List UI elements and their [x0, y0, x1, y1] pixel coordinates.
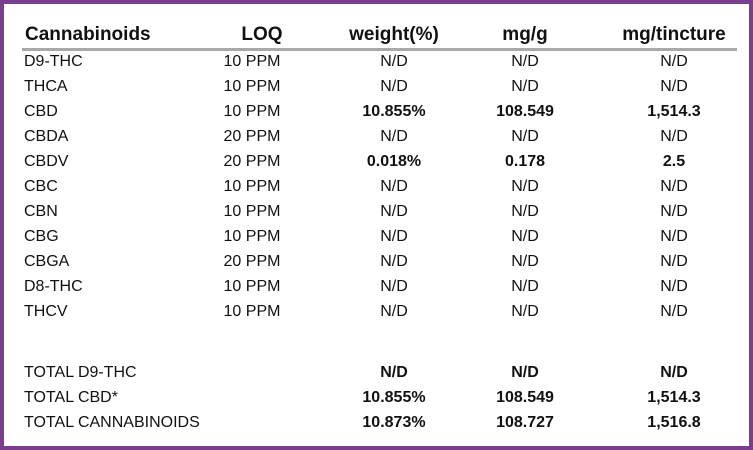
total-mg-per-tincture-value: 1,514.3 — [647, 389, 701, 406]
mg-per-tincture-value: N/D — [660, 203, 688, 220]
cannabinoid-name: CBG — [24, 228, 59, 245]
mg-per-tincture-value: N/D — [660, 53, 688, 70]
weight-value: N/D — [380, 78, 408, 95]
header-weight: weight(%) — [349, 24, 439, 45]
mg-per-g-value: N/D — [511, 53, 539, 70]
weight-value: N/D — [380, 128, 408, 145]
total-label: TOTAL CBD* — [24, 389, 118, 406]
totals-section: TOTAL D9-THC N/D N/D N/D TOTAL CBD* 10.8… — [22, 361, 737, 436]
table-row: THCA 10 PPM N/D N/D N/D — [22, 75, 737, 100]
mg-per-g-value: N/D — [511, 303, 539, 320]
header-mg-per-g: mg/g — [502, 24, 548, 45]
header-loq: LOQ — [241, 24, 283, 45]
cannabinoid-name: CBN — [24, 203, 58, 220]
total-label: TOTAL CANNABINOIDS — [24, 414, 200, 431]
mg-per-tincture-value: N/D — [660, 228, 688, 245]
total-mg-per-g-value: 108.549 — [496, 389, 554, 406]
cannabinoid-name: D8-THC — [24, 278, 83, 295]
table-row: CBD 10 PPM 10.855% 108.549 1,514.3 — [22, 100, 737, 125]
table-row: CBDV 20 PPM 0.018% 0.178 2.5 — [22, 150, 737, 175]
total-mg-per-g-value: 108.727 — [496, 414, 554, 431]
loq-value: 10 PPM — [223, 78, 281, 95]
mg-per-g-value: 108.549 — [496, 103, 554, 120]
cannabinoid-name: THCV — [24, 303, 68, 320]
total-weight-value: 10.873% — [362, 414, 426, 431]
cannabinoid-name: D9-THC — [24, 53, 83, 70]
loq-value: 20 PPM — [223, 128, 281, 145]
loq-value: 10 PPM — [223, 203, 281, 220]
cannabinoid-rows: D9-THC 10 PPM N/D N/D N/D THCA 10 PPM N/… — [22, 50, 737, 325]
cannabinoid-name: CBDA — [24, 128, 69, 145]
weight-value: N/D — [380, 278, 408, 295]
total-row-cannabinoids: TOTAL CANNABINOIDS 10.873% 108.727 1,516… — [22, 411, 737, 436]
loq-value: 10 PPM — [223, 178, 281, 195]
mg-per-g-value: N/D — [511, 78, 539, 95]
mg-per-g-value: N/D — [511, 178, 539, 195]
table-row: CBDA 20 PPM N/D N/D N/D — [22, 125, 737, 150]
total-row-d9-thc: TOTAL D9-THC N/D N/D N/D — [22, 361, 737, 386]
mg-per-tincture-value: N/D — [660, 128, 688, 145]
table-row: CBGA 20 PPM N/D N/D N/D — [22, 250, 737, 275]
mg-per-g-value: N/D — [511, 228, 539, 245]
weight-value: N/D — [380, 203, 408, 220]
mg-per-g-value: 0.178 — [504, 153, 546, 170]
loq-value: 10 PPM — [223, 53, 281, 70]
weight-value: N/D — [380, 178, 408, 195]
total-row-cbd: TOTAL CBD* 10.855% 108.549 1,514.3 — [22, 386, 737, 411]
weight-value: 0.018% — [366, 153, 422, 170]
total-weight-value: 10.855% — [362, 389, 426, 406]
total-mg-per-tincture-value: 1,516.8 — [647, 414, 701, 431]
mg-per-tincture-value: 1,514.3 — [647, 103, 701, 120]
cannabinoid-name: THCA — [24, 78, 68, 95]
loq-value: 20 PPM — [223, 153, 281, 170]
table-row: D9-THC 10 PPM N/D N/D N/D — [22, 50, 737, 75]
mg-per-tincture-value: N/D — [660, 178, 688, 195]
mg-per-g-value: N/D — [511, 203, 539, 220]
mg-per-g-value: N/D — [511, 278, 539, 295]
cannabinoid-name: CBGA — [24, 253, 70, 270]
header-mg-per-tincture: mg/tincture — [622, 24, 726, 45]
table-row: CBG 10 PPM N/D N/D N/D — [22, 225, 737, 250]
cannabinoid-name: CBD — [24, 103, 58, 120]
total-label: TOTAL D9-THC — [24, 364, 137, 381]
loq-value: 20 PPM — [223, 253, 281, 270]
table-row: CBC 10 PPM N/D N/D N/D — [22, 175, 737, 200]
table-row: CBN 10 PPM N/D N/D N/D — [22, 200, 737, 225]
cannabinoid-name: CBC — [24, 178, 58, 195]
mg-per-g-value: N/D — [511, 128, 539, 145]
table-header: Cannabinoids LOQ weight(%) mg/g mg/tinct… — [22, 20, 737, 51]
loq-value: 10 PPM — [223, 228, 281, 245]
loq-value: 10 PPM — [223, 103, 281, 120]
table-row: THCV 10 PPM N/D N/D N/D — [22, 300, 737, 325]
weight-value: N/D — [380, 53, 408, 70]
total-weight-value: N/D — [380, 364, 408, 381]
total-mg-per-tincture-value: N/D — [660, 364, 688, 381]
mg-per-tincture-value: N/D — [660, 278, 688, 295]
mg-per-tincture-value: N/D — [660, 303, 688, 320]
mg-per-g-value: N/D — [511, 253, 539, 270]
weight-value: 10.855% — [362, 103, 426, 120]
mg-per-tincture-value: 2.5 — [662, 153, 686, 170]
loq-value: 10 PPM — [223, 303, 281, 320]
loq-value: 10 PPM — [223, 278, 281, 295]
mg-per-tincture-value: N/D — [660, 78, 688, 95]
total-mg-per-g-value: N/D — [511, 364, 539, 381]
weight-value: N/D — [380, 253, 408, 270]
mg-per-tincture-value: N/D — [660, 253, 688, 270]
weight-value: N/D — [380, 303, 408, 320]
header-cannabinoids: Cannabinoids — [25, 24, 151, 45]
weight-value: N/D — [380, 228, 408, 245]
cannabinoid-name: CBDV — [24, 153, 69, 170]
table-row: D8-THC 10 PPM N/D N/D N/D — [22, 275, 737, 300]
